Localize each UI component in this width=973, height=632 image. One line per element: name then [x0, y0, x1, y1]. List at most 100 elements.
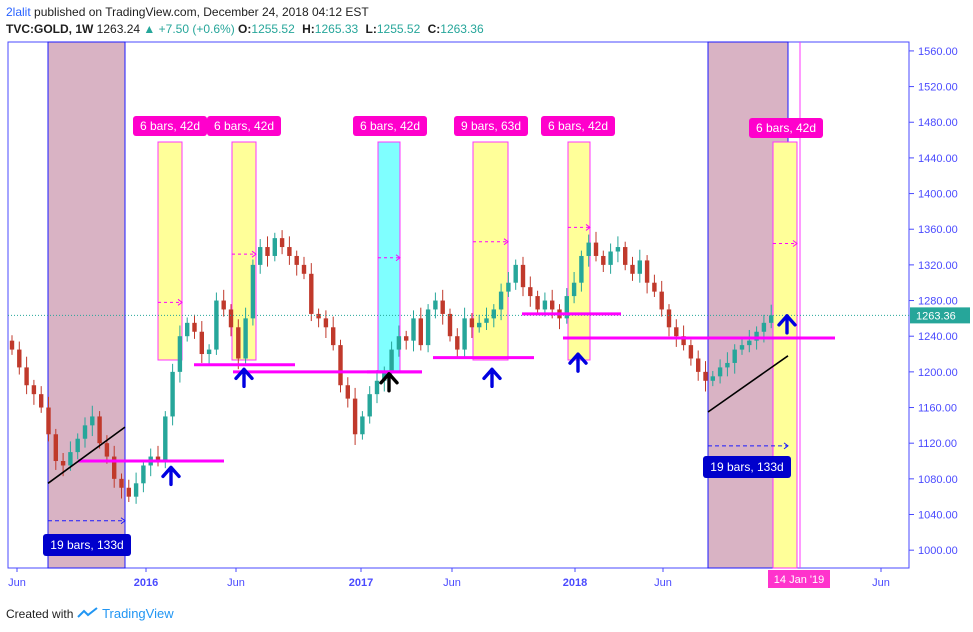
y-tick-label: 1120.00: [918, 438, 957, 450]
candle-body: [769, 315, 774, 323]
arrow-head-icon: [783, 442, 789, 450]
publish-info: 2lalit published on TradingView.com, Dec…: [6, 5, 369, 19]
candle-body: [666, 309, 672, 328]
candle-body: [637, 260, 642, 274]
arrow-head-icon: [792, 240, 798, 247]
candle-body: [652, 282, 657, 292]
arrow-head-icon: [251, 250, 257, 258]
candle-body: [316, 313, 321, 319]
candle-body: [411, 318, 416, 341]
candle-body: [112, 456, 117, 479]
candle-body: [681, 336, 686, 346]
high-label: H:: [302, 22, 315, 36]
cycle-label-box-8: [703, 456, 791, 478]
x-tick-label: Jun: [654, 577, 672, 589]
candle-body: [717, 367, 723, 377]
high-value: 1265.33: [314, 22, 359, 36]
close-value: 1263.36: [440, 22, 484, 36]
candle-body: [367, 394, 372, 417]
candle-body: [279, 238, 285, 248]
candle-body: [60, 461, 66, 466]
candle-body: [615, 247, 621, 252]
x-tick-label: Jun: [443, 577, 461, 589]
up-arrow-icon: [234, 367, 254, 389]
candle-body: [688, 345, 694, 359]
x-tick-label: 2018: [563, 577, 587, 589]
candle-body: [396, 336, 402, 350]
candle-body: [301, 264, 307, 274]
tradingview-link[interactable]: TradingView: [102, 606, 174, 621]
candle-body: [564, 296, 569, 319]
open-label: O:: [238, 22, 252, 36]
candle-body: [221, 300, 226, 310]
candle-body: [352, 398, 358, 435]
y-tick-label: 1400.00: [918, 189, 958, 201]
y-tick-label: 1160.00: [918, 403, 957, 415]
arrow-head-icon: [120, 517, 126, 525]
symbol-legend: TVC:GOLD, 1W 1263.24 ▲ +7.50 (+0.6%) O:1…: [6, 22, 488, 36]
candle-body: [331, 327, 336, 346]
last-price-text: 1263.36: [916, 310, 956, 322]
created-with-text: Created with: [6, 607, 74, 621]
candle-body: [155, 456, 161, 462]
candle-body: [250, 264, 256, 319]
candle-body: [228, 309, 234, 328]
candle-body: [68, 452, 73, 466]
low-value: 1255.52: [376, 22, 421, 36]
author-link[interactable]: 2lalit: [6, 5, 31, 19]
candle-body: [214, 300, 219, 350]
candle-body: [732, 349, 737, 363]
candle-body: [674, 327, 679, 337]
low-label: L:: [365, 22, 377, 36]
tradingview-logo-icon: [77, 607, 102, 621]
candle-body: [513, 264, 518, 283]
window-1: [157, 141, 183, 361]
candle-body: [141, 465, 146, 484]
cycle-label-box-1: [43, 534, 131, 556]
candle-body: [170, 371, 175, 417]
candle-body: [696, 358, 701, 372]
arrow-head-icon: [503, 238, 509, 246]
cycle-label-4: 6 bars, 42d: [360, 119, 420, 133]
symbol-label: TVC:GOLD, 1W: [6, 22, 94, 36]
last-price-text: 1263.24: [96, 22, 141, 36]
y-tick-label: 1360.00: [918, 224, 958, 236]
cursor-date-badge: [768, 570, 830, 588]
y-tick-label: 1200.00: [918, 367, 958, 379]
trend-line-2: [707, 355, 789, 413]
candle-body: [710, 376, 715, 381]
candle-body: [287, 247, 292, 256]
y-tick-label: 1280.00: [918, 296, 958, 308]
x-tick-label: 2017: [349, 577, 373, 589]
open-value: 1255.52: [251, 22, 295, 36]
x-tick-label: 2016: [134, 577, 158, 589]
candle-body: [53, 434, 58, 462]
cycle-label-box-6: [541, 116, 615, 136]
candle-body: [323, 318, 329, 328]
candle-body: [447, 313, 453, 337]
candle-body: [75, 438, 80, 453]
y-tick-label: 1240.00: [918, 331, 958, 343]
candle-body: [177, 336, 183, 372]
candle-body: [294, 255, 299, 265]
arrow-head-icon: [395, 254, 401, 262]
candle-body: [265, 247, 270, 256]
candle-body: [338, 345, 343, 386]
candle-body: [571, 282, 577, 297]
cycle-label-7: 6 bars, 42d: [756, 121, 816, 135]
candle-body: [104, 443, 110, 457]
candle-body: [46, 407, 51, 435]
candle-body: [90, 416, 95, 426]
candle-body: [644, 260, 650, 283]
up-arrow-icon: [482, 367, 502, 389]
candle-body: [462, 318, 467, 350]
candle-body: [455, 336, 460, 350]
footer: Created with TradingView: [6, 606, 174, 621]
cycle-label-box-2: [133, 116, 207, 136]
y-tick-label: 1560.00: [918, 46, 958, 58]
y-tick-label: 1040.00: [918, 510, 958, 522]
y-tick-label: 1520.00: [918, 82, 958, 94]
cycle-label-1: 19 bars, 133d: [50, 538, 123, 552]
candle-body: [761, 322, 767, 332]
